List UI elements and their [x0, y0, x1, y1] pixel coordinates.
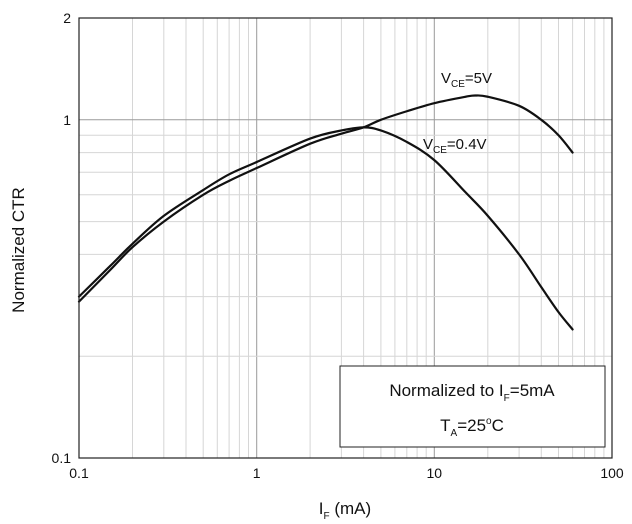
x-axis-title: IF (mA)	[319, 499, 371, 522]
x-tick-label: 0.1	[69, 465, 89, 481]
y-tick-label: 1	[63, 112, 71, 128]
annotation-frame	[339, 365, 606, 448]
annotation-line1-sub: F	[504, 393, 510, 404]
y-tick-label: 0.1	[52, 450, 72, 466]
annotation-line2: TA=25oC	[440, 416, 504, 439]
series-line-vce-5v	[77, 94, 574, 303]
curve-label-04v-sub: CE	[433, 145, 447, 156]
curve-label-5v-main: V	[441, 70, 451, 87]
annotation-line1-pre: Normalized to I	[389, 381, 503, 400]
plot-frame	[78, 17, 613, 459]
y-axis-title: Normalized CTR	[9, 187, 28, 313]
annotation-line1: Normalized to IF=5mA	[389, 381, 555, 404]
annotation-line2-sup: o	[486, 416, 492, 427]
curve-label-04v-rest: =0.4V	[447, 136, 487, 153]
x-axis-title-rest: (mA)	[330, 499, 372, 518]
annotation-line1-post: =5mA	[510, 381, 556, 400]
x-tick-label: 10	[427, 465, 443, 481]
y-tick-label: 2	[63, 10, 71, 26]
annotation-line2-pre: T	[440, 416, 450, 435]
curve-label-5v-rest: =5V	[465, 70, 492, 87]
curve-label-5v-sub: CE	[451, 79, 465, 90]
curve-label-5v: VCE=5V	[441, 70, 492, 90]
annotation-line2-sub: A	[451, 428, 458, 439]
x-axis-title-main: I	[319, 499, 324, 518]
x-tick-label: 100	[600, 465, 624, 481]
x-axis-title-sub: F	[324, 511, 330, 522]
curve-labels: VCE=5V VCE=0.4V	[423, 70, 492, 156]
annotation-box: Normalized to IF=5mA TA=25oC	[339, 365, 606, 448]
annotation-line2-mid: =25	[457, 416, 486, 435]
annotation-line2-post: C	[492, 416, 504, 435]
curves	[77, 94, 574, 331]
series-line-vce-0-4v	[77, 126, 574, 331]
x-tick-label: 1	[253, 465, 261, 481]
tick-labels: 0.1 1 10 100 0.1 1 2	[52, 10, 624, 481]
curve-label-04v: VCE=0.4V	[423, 136, 487, 156]
curve-label-04v-main: V	[423, 136, 433, 153]
